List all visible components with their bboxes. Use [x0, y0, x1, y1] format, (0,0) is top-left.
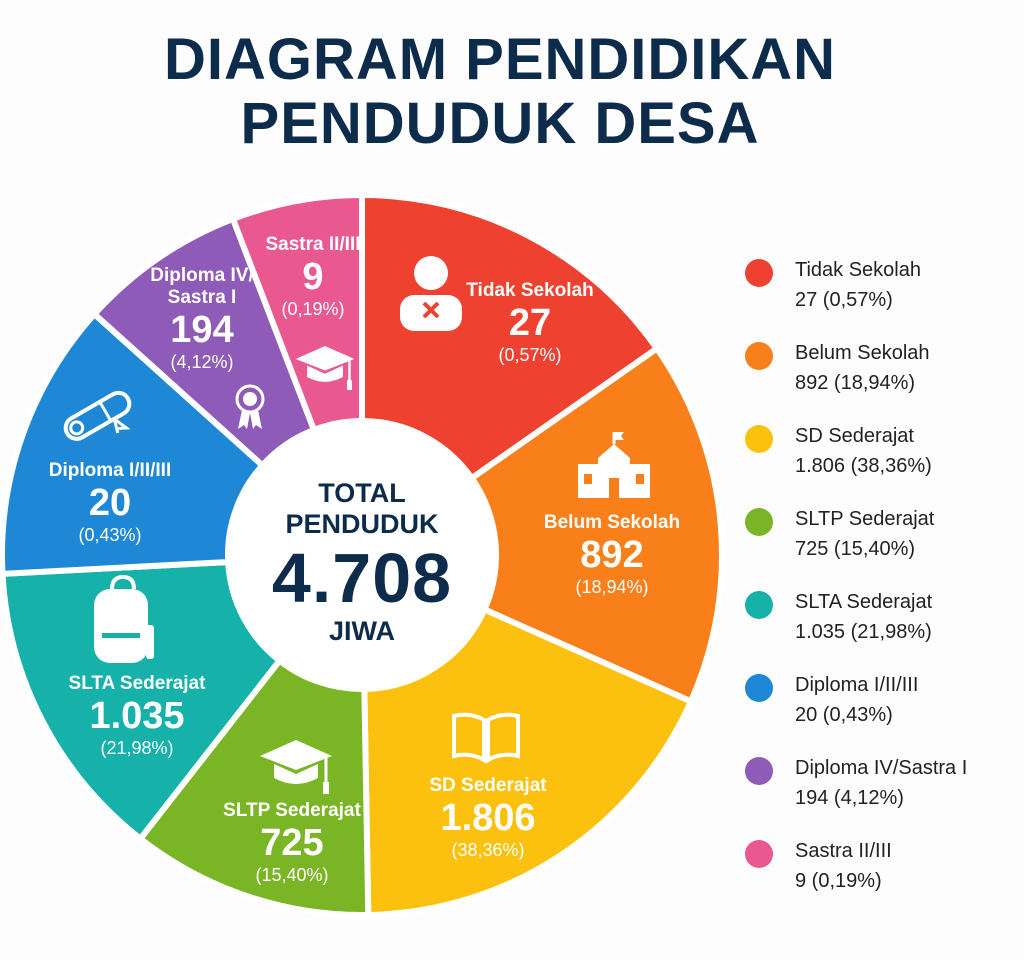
- legend-label: SLTA Sederajat: [795, 591, 933, 613]
- slice-value: 1.035: [89, 695, 185, 737]
- slice-name-line-2: Sastra I: [167, 287, 237, 308]
- slice-name: Diploma I/II/III: [48, 460, 172, 481]
- donut-hole: [228, 421, 496, 689]
- slice-percent: (38,36%): [451, 840, 525, 860]
- center-total: 4.708: [271, 539, 453, 617]
- slice-name: SD Sederajat: [429, 775, 547, 796]
- legend-item: Sastra II/III 9 (0,19%): [745, 836, 967, 919]
- donut-center-total: TOTAL PENDUDUK 4.708 JIWA: [272, 478, 452, 647]
- award-ribbon-icon: [235, 384, 265, 429]
- legend-swatch: [745, 840, 773, 868]
- legend-value: 1.806 (38,36%): [795, 455, 932, 477]
- slice-percent: (0,57%): [498, 345, 562, 365]
- slice-name: Belum Sekolah: [543, 512, 681, 533]
- slice-label-slta-sederajat: SLTA Sederajat 1.035 (21,98%): [69, 673, 206, 759]
- center-unit: JIWA: [328, 616, 396, 646]
- slice-name: Sastra II/III: [265, 234, 361, 255]
- donut-slice-sd-sederajat: [361, 605, 695, 918]
- slice-label-sltp-sederajat: SLTP Sederajat 725 (15,40%): [223, 800, 361, 886]
- slice-percent: (21,98%): [100, 738, 174, 758]
- legend-swatch: [745, 591, 773, 619]
- center-label-1: TOTAL: [318, 478, 406, 508]
- legend-item: Diploma IV/Sastra I 194 (4,12%): [745, 753, 967, 836]
- slice-name: Tidak Sekolah: [466, 280, 594, 301]
- graduation-cap-icon: [260, 740, 332, 794]
- slice-name: SLTA Sederajat: [68, 673, 206, 694]
- slice-label-sastra-2-3: Sastra II/III 9 (0,19%): [265, 234, 360, 320]
- legend-label: SLTP Sederajat: [795, 508, 935, 530]
- open-book-icon: [452, 712, 520, 764]
- donut-chart: [2, 195, 722, 918]
- legend-swatch: [745, 674, 773, 702]
- diploma-scroll-icon: [63, 390, 132, 441]
- slice-value: 9: [302, 256, 324, 298]
- legend-item: SD Sederajat 1.806 (38,36%): [745, 421, 967, 504]
- legend-item: SLTP Sederajat 725 (15,40%): [745, 504, 967, 587]
- legend-swatch: [745, 259, 773, 287]
- slice-percent: (0,19%): [281, 299, 345, 319]
- legend-item: SLTA Sederajat 1.035 (21,98%): [745, 587, 967, 670]
- slice-percent: (18,94%): [575, 577, 649, 597]
- slice-value: 194: [170, 309, 234, 351]
- slice-value: 20: [88, 482, 132, 524]
- legend-label: Diploma I/II/III: [795, 674, 919, 696]
- legend-value: 725 (15,40%): [795, 538, 916, 560]
- legend-swatch: [745, 425, 773, 453]
- legend-label: Diploma IV/Sastra I: [795, 757, 968, 779]
- legend-label: SD Sederajat: [795, 425, 914, 447]
- legend-item: Tidak Sekolah 27 (0,57%): [745, 255, 967, 338]
- slice-value: 725: [260, 822, 324, 864]
- legend-item: Belum Sekolah 892 (18,94%): [745, 338, 967, 421]
- slice-name: SLTP Sederajat: [223, 800, 361, 821]
- slice-name-line-1: Diploma IV/: [150, 265, 254, 286]
- legend-item: Diploma I/II/III 20 (0,43%): [745, 670, 967, 753]
- person-x-icon: [400, 256, 462, 331]
- slice-label-diploma-4-sastra-1: Diploma IV/ Sastra I 194 (4,12%): [150, 265, 253, 373]
- slice-value: 27: [508, 302, 552, 344]
- legend-value: 9 (0,19%): [795, 870, 882, 892]
- slice-value: 1.806: [440, 797, 536, 839]
- slice-percent: (0,43%): [78, 525, 142, 545]
- slice-percent: (15,40%): [255, 865, 329, 885]
- legend-value: 194 (4,12%): [795, 787, 904, 809]
- chart-title: DIAGRAM PENDIDIKAN PENDUDUK DESA: [0, 28, 1000, 156]
- slice-value: 892: [580, 534, 644, 576]
- legend-value: 892 (18,94%): [795, 372, 916, 394]
- legend-swatch: [745, 757, 773, 785]
- title-line-1: DIAGRAM PENDIDIKAN: [163, 27, 837, 92]
- legend-label: Belum Sekolah: [795, 342, 930, 364]
- legend-label: Sastra II/III: [795, 840, 892, 862]
- slice-label-diploma-1-2-3: Diploma I/II/III 20 (0,43%): [49, 460, 171, 546]
- slice-percent: (4,12%): [170, 352, 234, 372]
- legend-swatch: [745, 342, 773, 370]
- slice-label-sd-sederajat: SD Sederajat 1.806 (38,36%): [429, 775, 546, 861]
- legend-swatch: [745, 508, 773, 536]
- legend-value: 1.035 (21,98%): [795, 621, 932, 643]
- legend: Tidak Sekolah 27 (0,57%) Belum Sekolah 892 …: [745, 255, 967, 919]
- school-building-icon: [578, 432, 650, 498]
- center-label-2: PENDUDUK: [285, 509, 439, 539]
- slice-label-tidak-sekolah: Tidak Sekolah 27 (0,57%): [466, 280, 593, 366]
- graduation-cap-icon: [295, 345, 355, 391]
- backpack-icon: [94, 575, 154, 663]
- legend-value: 27 (0,57%): [795, 289, 893, 311]
- title-line-2: PENDUDUK DESA: [240, 91, 760, 156]
- legend-label: Tidak Sekolah: [795, 259, 921, 281]
- slice-label-belum-sekolah: Belum Sekolah 892 (18,94%): [544, 512, 680, 598]
- legend-value: 20 (0,43%): [795, 704, 893, 726]
